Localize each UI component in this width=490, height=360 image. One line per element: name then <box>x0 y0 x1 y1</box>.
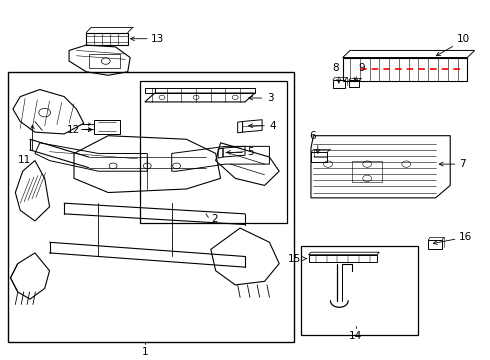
Text: 2: 2 <box>211 214 218 224</box>
Bar <box>89 54 121 68</box>
Bar <box>348 80 359 87</box>
Text: 14: 14 <box>349 331 363 341</box>
Bar <box>301 246 418 335</box>
Bar <box>352 161 382 182</box>
Text: 1: 1 <box>142 347 148 357</box>
Text: 11: 11 <box>18 155 31 165</box>
Text: 5: 5 <box>247 147 254 157</box>
Text: 8: 8 <box>332 63 339 73</box>
Text: 6: 6 <box>309 131 316 141</box>
Bar <box>311 152 327 162</box>
Text: 7: 7 <box>459 159 466 169</box>
Text: 15: 15 <box>288 253 301 264</box>
Bar <box>8 72 294 342</box>
Text: 13: 13 <box>151 34 165 44</box>
Bar <box>140 81 287 223</box>
Bar <box>94 120 121 134</box>
Text: 4: 4 <box>270 121 276 131</box>
Bar <box>333 80 345 88</box>
Text: 10: 10 <box>457 34 470 44</box>
Bar <box>428 240 442 249</box>
Text: 12: 12 <box>67 125 80 135</box>
Text: 9: 9 <box>359 63 366 73</box>
Text: 16: 16 <box>459 232 472 242</box>
Text: 3: 3 <box>267 93 273 103</box>
